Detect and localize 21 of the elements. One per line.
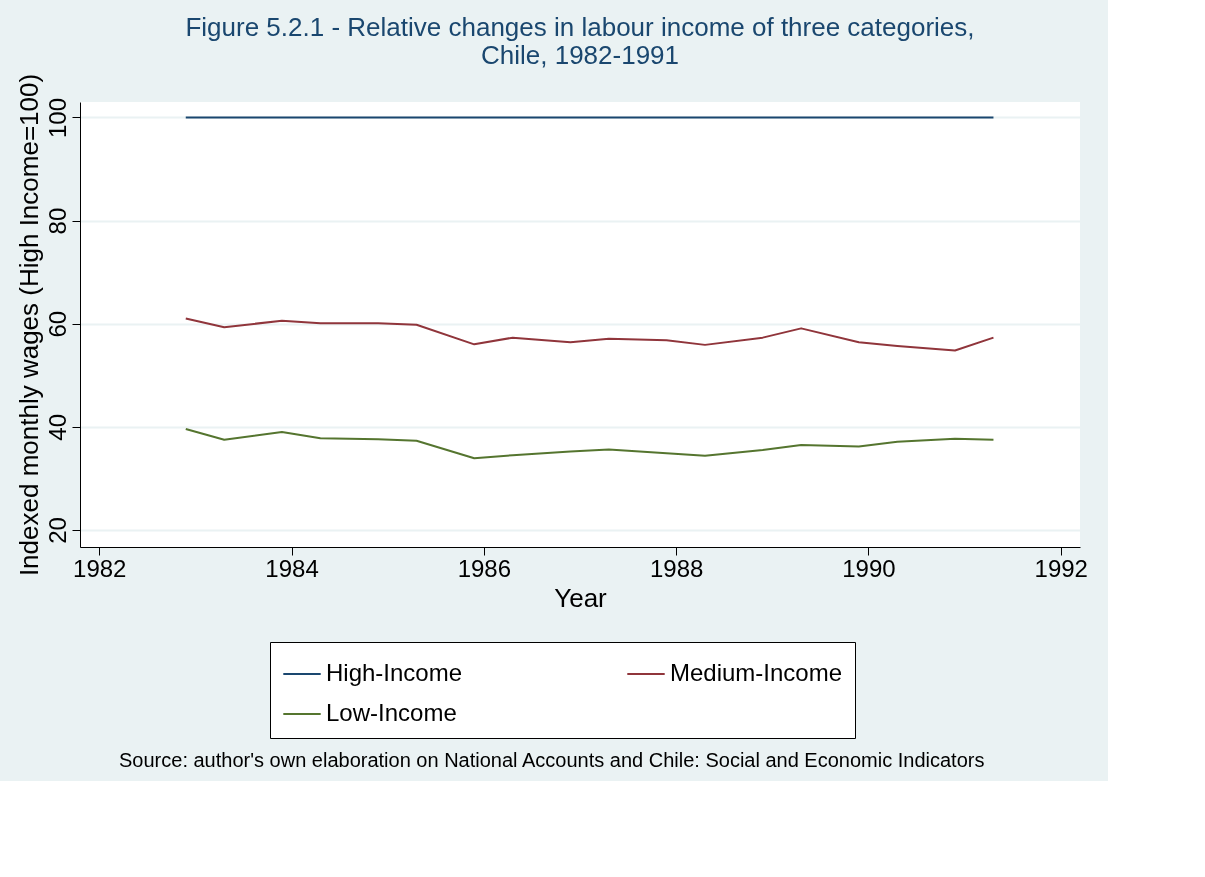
x-tick-label: 1984 bbox=[265, 554, 319, 582]
x-tick-label: 1986 bbox=[457, 554, 512, 582]
source-note: Source: author's own elaboration on National Accounts and Chile: Social and Economic Indicators bbox=[119, 748, 985, 771]
line-series bbox=[184, 427, 995, 460]
y-tick-label: 60 bbox=[43, 310, 71, 338]
y-tick-label: 40 bbox=[43, 414, 71, 441]
line-series bbox=[184, 317, 995, 352]
y-tick-label: 100 bbox=[43, 97, 71, 138]
legend-label: Medium-Income bbox=[670, 659, 843, 686]
x-axis-title: Year bbox=[554, 582, 608, 613]
text: Figure 5.2.1 - Relative changes in labour income of three categories, bbox=[185, 12, 975, 43]
x-tick-label: 1992 bbox=[1034, 554, 1088, 582]
legend-label: High-Income bbox=[326, 659, 463, 686]
y-tick-label: 80 bbox=[43, 207, 71, 235]
legend-label: Low-Income bbox=[326, 699, 457, 726]
y-tick-label: 20 bbox=[43, 517, 71, 544]
x-tick-label: 1990 bbox=[842, 554, 896, 582]
x-tick-label: 1988 bbox=[649, 554, 704, 582]
text: Chile, 1982-1991 bbox=[480, 40, 680, 71]
y-axis-title: Indexed monthly wages (High Income=100) bbox=[13, 73, 44, 577]
x-tick-label: 1982 bbox=[73, 554, 127, 582]
